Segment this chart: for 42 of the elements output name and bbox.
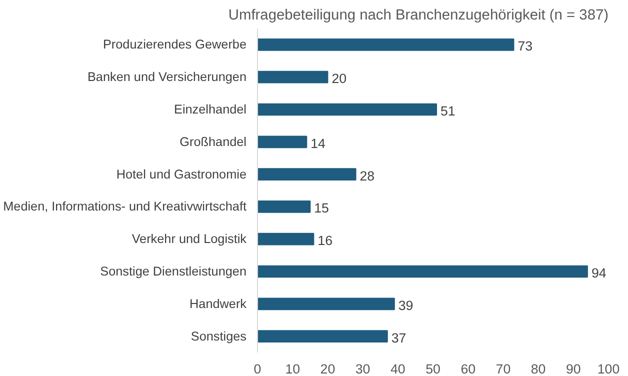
data-label: 37 [391,330,406,346]
y-tick-label: Medien, Informations- und Kreativwirtschaft [3,200,247,214]
data-label: 20 [332,71,347,86]
data-label: 51 [440,104,456,118]
x-tick-label: 100 [597,362,620,376]
bar [258,265,588,278]
chart-title: Umfragebeteiligung nach Branchenzugehörigkeit (n = 387) [228,8,609,24]
y-tick-label: Handwerk [190,296,248,311]
y-tick-label: Einzelhandel [174,102,247,116]
x-tick-label: 60 [460,362,476,376]
bar [258,70,328,84]
bar [258,136,308,148]
x-tick-label: 50 [426,362,440,376]
bar [258,298,395,310]
x-tick-label: 80 [530,362,546,376]
x-tick-label: 40 [390,362,406,376]
y-tick-label: Sonstige Dienstleistungen [100,264,247,278]
bar [258,38,514,51]
data-label: 15 [314,200,329,216]
x-tick-label: 0 [254,362,262,376]
y-tick-label: Banken und Versicherungen [87,70,247,84]
data-label: 39 [398,298,414,313]
bar [258,103,438,116]
data-label: 16 [318,233,332,248]
data-label: 94 [591,266,607,280]
data-label: 73 [518,38,533,54]
bar [258,232,314,246]
bar [258,168,356,180]
data-label: 28 [360,168,375,184]
x-tick-label: 30 [355,362,370,376]
y-tick-label: Großhandel [180,134,247,149]
bar [258,330,388,342]
y-tick-label: Hotel und Gastronomie [116,167,247,182]
x-tick-label: 20 [320,362,336,376]
x-tick-label: 90 [566,362,581,376]
x-tick-label: 70 [496,362,511,376]
bar [258,200,311,213]
x-tick-label: 10 [285,362,300,376]
y-tick-label: Sonstiges [190,329,247,344]
y-tick-label: Produzierendes Gewerbe [102,38,247,52]
data-label: 14 [310,136,326,151]
y-tick-label: Verkehr und Logistik [132,232,248,246]
